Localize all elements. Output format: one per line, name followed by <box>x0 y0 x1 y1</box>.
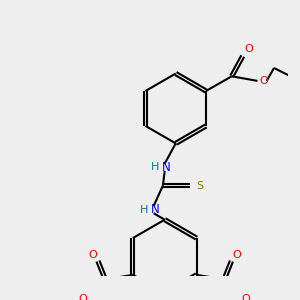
Text: O: O <box>242 294 250 300</box>
Text: H: H <box>140 205 149 214</box>
Text: N: N <box>151 203 160 216</box>
Text: H: H <box>151 162 160 172</box>
Text: S: S <box>196 181 203 191</box>
Text: O: O <box>260 76 268 86</box>
Text: N: N <box>162 161 171 174</box>
Text: O: O <box>244 44 253 54</box>
Text: O: O <box>232 250 242 260</box>
Text: O: O <box>79 294 88 300</box>
Text: O: O <box>88 250 97 260</box>
